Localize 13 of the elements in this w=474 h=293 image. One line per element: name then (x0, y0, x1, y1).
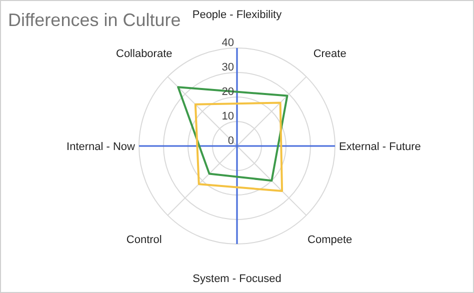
spoke-label: Compete (308, 234, 352, 246)
y-tick-label: 40 (222, 37, 234, 49)
spoke-label: Create (313, 48, 346, 60)
y-tick-label: 10 (222, 110, 234, 122)
text: Internal - Now (66, 141, 136, 153)
y-tick-label: 30 (222, 62, 234, 74)
text: People - Flexibility (192, 9, 282, 21)
text: System - Focused (192, 273, 282, 285)
spoke-label: Control (126, 234, 162, 246)
spoke-label: Collaborate (116, 48, 172, 60)
y-tick-label: 0 (228, 135, 234, 147)
text: External - Future (339, 141, 421, 153)
chart-title: Differences in Culture (8, 10, 181, 30)
